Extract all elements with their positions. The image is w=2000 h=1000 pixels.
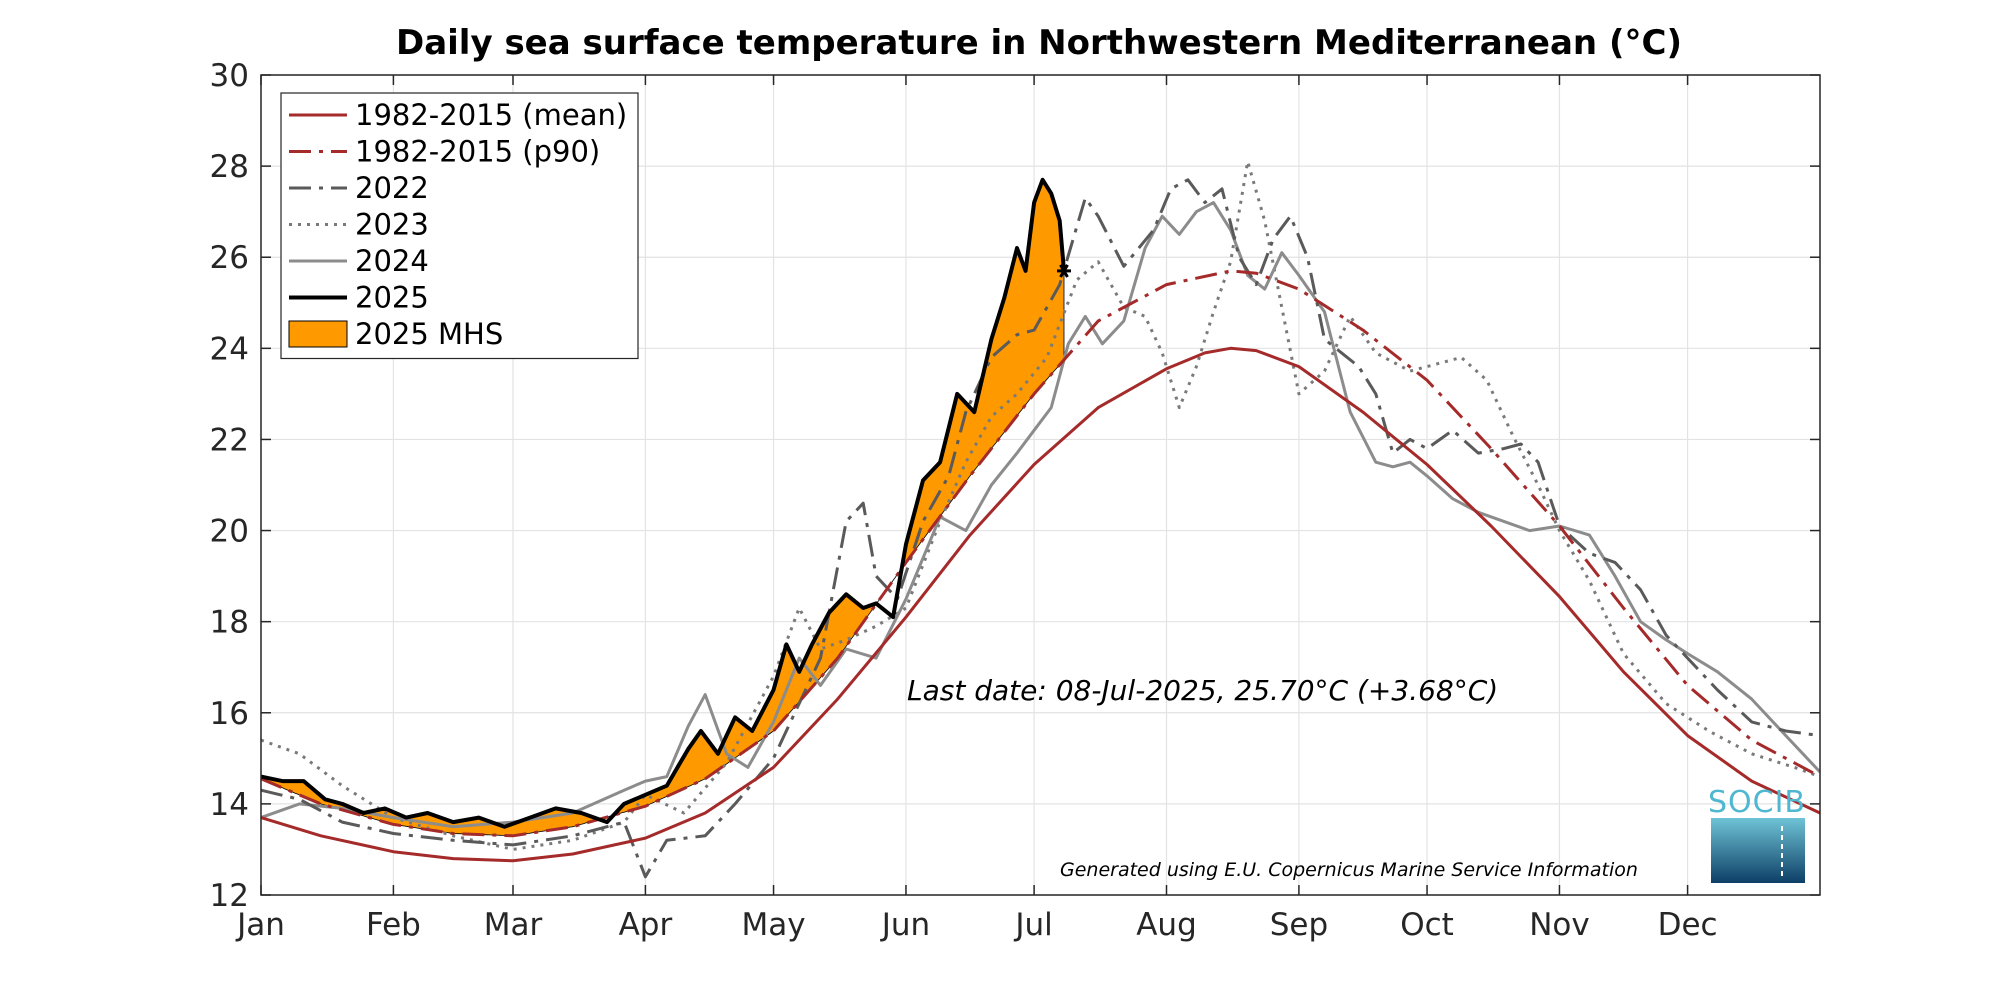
legend-label: 1982-2015 (p90) [355,135,600,169]
x-tick-label: Apr [619,907,673,943]
legend-label: 2022 [355,171,429,205]
logo-square [1711,818,1805,883]
last-point-stroke [1059,264,1069,278]
x-tick-label: Aug [1136,907,1197,943]
legend-entry: 1982-2015 (p90) [289,135,600,169]
y-tick-label: 12 [210,878,249,914]
legend-label: 2023 [355,208,429,242]
x-tick-label: Jan [235,907,285,943]
logo-dot [1781,844,1783,849]
y-tick-label: 28 [210,149,249,185]
logo-dot [1781,835,1783,840]
series-line-2022 [260,178,1821,879]
logo-dot [1781,853,1783,858]
legend-entry: 2022 [289,171,429,205]
legend: 1982-2015 (mean)1982-2015 (p90)202220232… [280,92,639,360]
x-tick-label: Nov [1529,907,1590,943]
last-point-marker [1056,264,1071,278]
legend-entry: 2023 [289,208,429,242]
legend-entry: 2025 [289,281,429,315]
y-tick-label: 24 [210,331,249,367]
series-line-1982-2015-mean- [260,346,1821,863]
axes [260,74,1821,896]
y-tick-label: 22 [210,422,249,458]
y-tick-label: 20 [210,514,249,550]
legend-swatch-patch [288,320,348,348]
x-tick-label: Sep [1270,907,1328,943]
legend-box [280,92,639,360]
x-tick-label: Feb [366,907,421,943]
y-tick-label: 26 [210,240,249,276]
last-date-annotation: Last date: 08-Jul-2025, 25.70°C (+3.68°C… [907,674,1498,707]
series-line-2025 [260,177,1066,829]
logo-dot [1781,871,1783,876]
y-tick-label: 16 [210,696,249,732]
y-tick-label: 14 [210,787,249,823]
x-tick-label: May [742,907,806,943]
y-tick-label: 18 [210,605,249,641]
x-tick-label: Mar [484,907,543,943]
legend-entry: 2025 MHS [288,317,503,351]
socib-logo-text: SOCIB [1708,785,1806,820]
legend-entry: 1982-2015 (mean) [289,98,627,132]
x-tick-label: Oct [1400,907,1454,943]
copernicus-credit: Generated using E.U. Copernicus Marine S… [1060,859,1638,881]
chart-title: Daily sea surface temperature in Northwe… [396,23,1682,63]
series-line-1982-2015-p90- [260,269,1821,838]
y-tick-label: 30 [210,58,249,94]
legend-label: 2025 [355,281,429,315]
socib-logo: SOCIB [1708,785,1806,883]
x-tick-label: Jul [1013,907,1052,943]
x-tick-label: Dec [1658,907,1718,943]
logo-dot [1781,862,1783,867]
series-line-2024 [260,201,1822,829]
legend-label: 1982-2015 (mean) [355,98,627,132]
logo-dot [1781,826,1783,831]
series-lines [260,160,1822,879]
legend-label: 2024 [355,244,429,278]
plot-frame [260,74,1821,896]
legend-entry: 2024 [289,244,429,278]
legend-label: 2025 MHS [355,317,503,351]
x-tick-label: Jun [880,907,930,943]
